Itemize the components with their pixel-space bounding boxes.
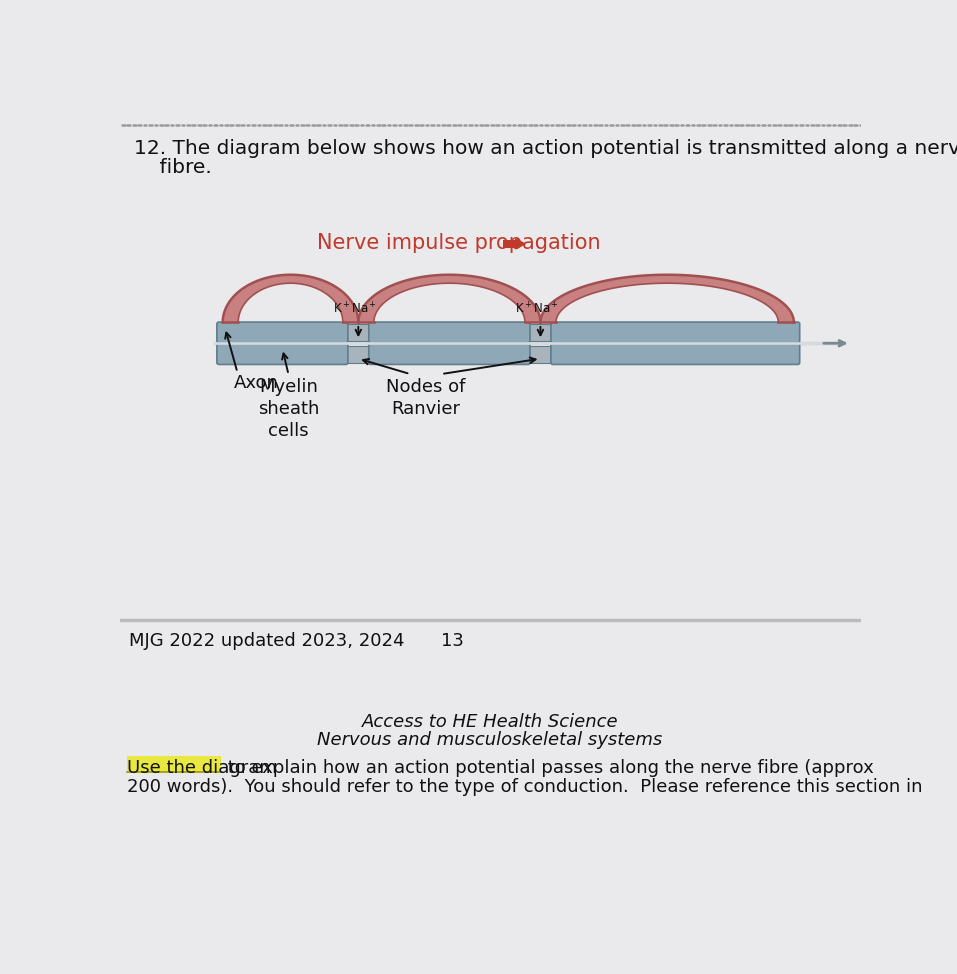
Bar [345, 346, 370, 362]
Polygon shape [541, 275, 794, 322]
FancyBboxPatch shape [217, 344, 347, 364]
Text: Nodes of
Ranvier: Nodes of Ranvier [386, 378, 465, 418]
Bar [528, 324, 553, 341]
FancyBboxPatch shape [217, 322, 347, 343]
Text: Access to HE Health Science: Access to HE Health Science [362, 713, 618, 730]
Polygon shape [516, 239, 525, 249]
Text: 13: 13 [441, 632, 464, 650]
Text: Myelin
sheath
cells: Myelin sheath cells [257, 378, 320, 440]
Text: Nerve impulse propagation: Nerve impulse propagation [318, 233, 601, 253]
Text: Use the diagram: Use the diagram [127, 759, 278, 777]
FancyBboxPatch shape [368, 344, 530, 364]
Text: fibre.: fibre. [134, 159, 211, 177]
Text: K$^+$Na$^+$: K$^+$Na$^+$ [333, 301, 377, 317]
Text: MJG 2022 updated 2023, 2024: MJG 2022 updated 2023, 2024 [129, 632, 405, 650]
FancyBboxPatch shape [368, 322, 530, 343]
Bar [126, 756, 221, 772]
FancyBboxPatch shape [551, 322, 800, 343]
Text: 200 words).  You should refer to the type of conduction.  Please reference this : 200 words). You should refer to the type… [127, 777, 923, 796]
Text: K$^+$Na$^+$: K$^+$Na$^+$ [516, 301, 559, 317]
Text: to explain how an action potential passes along the nerve fibre (approx: to explain how an action potential passe… [222, 759, 874, 777]
Polygon shape [223, 275, 358, 322]
Text: Axon: Axon [234, 374, 279, 393]
Bar [345, 324, 370, 341]
Bar [528, 346, 553, 362]
FancyBboxPatch shape [551, 344, 800, 364]
Text: 12. The diagram below shows how an action potential is transmitted along a nerve: 12. The diagram below shows how an actio… [134, 139, 957, 158]
Polygon shape [358, 275, 541, 322]
Bar [503, 240, 516, 247]
Text: Nervous and musculoskeletal systems: Nervous and musculoskeletal systems [318, 731, 662, 749]
